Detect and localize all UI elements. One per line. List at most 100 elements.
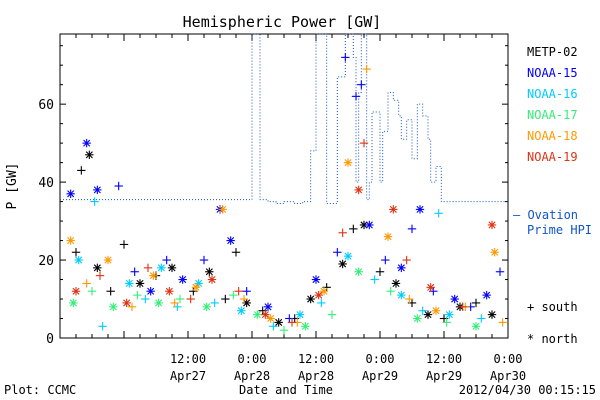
noaa-17-point-north	[202, 302, 211, 312]
noaa-15-point-north	[311, 275, 321, 284]
noaa-15-point-north	[178, 275, 187, 284]
metp-02-point-south	[77, 166, 86, 175]
legend-north-symbol: * north	[527, 332, 578, 346]
metp-02-point-north	[423, 310, 433, 319]
noaa-19-point-north	[165, 287, 174, 296]
legend-ovation-prime-hpi-line2: Prime HPI	[527, 223, 592, 237]
metp-02-point-south	[119, 240, 129, 249]
noaa-19-point-south	[338, 228, 347, 237]
noaa-16-point-south	[98, 322, 107, 331]
noaa-15-point-north	[93, 185, 102, 195]
noaa-17-point-north	[471, 322, 481, 331]
noaa-15-point-south	[162, 255, 171, 265]
noaa-18-point-north	[66, 236, 75, 245]
noaa-17-point-north	[109, 302, 118, 312]
ovation-prime-hpi-line	[60, 33, 508, 205]
noaa-16-point-south	[269, 322, 278, 331]
metp-02-point-south	[349, 224, 358, 234]
noaa-19-point-south	[186, 294, 195, 304]
noaa-15-point-north	[146, 287, 155, 296]
noaa-19-point-north	[354, 185, 363, 195]
noaa-18-point-north	[149, 271, 158, 280]
noaa-19-point-north	[389, 205, 398, 214]
chart-title: Hemispheric Power [GW]	[183, 13, 382, 31]
legend-ovation-prime-hpi: — Ovation	[513, 208, 578, 222]
y-tick-label: 0	[46, 332, 54, 347]
noaa-15-point-north	[226, 236, 235, 245]
noaa-17-point-south	[133, 290, 142, 300]
noaa-18-point-north	[103, 255, 113, 265]
x-tick-date-label: Apr29	[362, 369, 398, 383]
noaa-15-point-south	[130, 267, 139, 276]
x-tick-date-label: Apr27	[170, 369, 206, 383]
noaa-15-point-south	[199, 255, 209, 265]
noaa-19-point-south	[458, 302, 467, 312]
noaa-16-point-north	[295, 310, 305, 319]
noaa-16-point-north	[157, 263, 166, 273]
noaa-15-point-south	[381, 255, 390, 265]
metp-02-point-north	[306, 294, 315, 304]
metp-02-point-north	[274, 318, 283, 327]
noaa-15-point-south	[495, 267, 505, 276]
plot-timestamp: 2012/04/30 00:15:15	[459, 383, 596, 397]
noaa-15-point-north	[66, 189, 75, 198]
noaa-19-point-north	[314, 290, 323, 300]
noaa-18-point-south	[362, 64, 371, 74]
noaa-19-point-north	[261, 310, 270, 319]
noaa-16-point-south	[370, 275, 379, 284]
noaa-17-point-south	[175, 294, 185, 304]
noaa-19-point-south	[287, 318, 297, 327]
noaa-17-point-south	[386, 287, 395, 296]
metp-02-point-north	[205, 267, 214, 276]
noaa-18-point-north	[431, 306, 441, 315]
noaa-15-point-north	[365, 220, 374, 230]
noaa-15-point-south	[407, 224, 417, 234]
noaa-19-point-north	[71, 287, 81, 296]
x-tick-time-label: 12:00	[426, 352, 462, 366]
noaa-18-point-south	[498, 318, 507, 327]
noaa-18-point-north	[383, 232, 393, 241]
noaa-17-point-north	[301, 322, 310, 331]
x-tick-date-label: Apr30	[490, 369, 526, 383]
noaa-16-point-north	[74, 255, 83, 265]
plot-credit: Plot: CCMC	[4, 383, 76, 397]
noaa-19-point-south	[402, 255, 411, 265]
noaa-17-point-south	[442, 318, 451, 327]
metp-02-point-north	[391, 279, 401, 288]
noaa-16-point-south	[141, 294, 150, 304]
noaa-17-point-north	[69, 298, 78, 308]
x-tick-time-label: 0:00	[494, 352, 523, 366]
noaa-18-point-south	[239, 294, 249, 304]
noaa-18-point-north	[191, 283, 201, 292]
noaa-19-point-north	[426, 283, 435, 292]
noaa-16-point-south	[434, 209, 443, 218]
noaa-18-point-north	[266, 314, 275, 323]
noaa-17-point-south	[229, 290, 238, 300]
noaa-16-point-south	[418, 306, 427, 315]
x-tick-time-label: 0:00	[366, 352, 395, 366]
noaa-18-point-north	[343, 158, 353, 167]
noaa-15-point-south	[357, 80, 366, 89]
noaa-17-point-north	[253, 310, 262, 319]
noaa-17-point-south	[279, 326, 289, 335]
noaa-18-point-north	[218, 205, 227, 214]
metp-02-point-south	[471, 298, 481, 308]
noaa-18-point-south	[405, 294, 414, 304]
noaa-15-point-south	[114, 181, 123, 191]
metp-02-point-north	[167, 263, 177, 273]
noaa-19-point-north	[487, 220, 497, 230]
noaa-15-point-south	[341, 53, 350, 62]
metp-02-point-south	[231, 248, 241, 257]
noaa-19-point-south	[143, 263, 153, 273]
noaa-16-point-north	[445, 310, 454, 319]
noaa-17-point-south	[87, 287, 97, 296]
metp-02-point-south	[106, 287, 115, 296]
metp-02-point-north	[85, 150, 94, 160]
noaa-17-point-north	[413, 314, 422, 323]
metp-02-point-south	[375, 267, 385, 276]
noaa-15-point-north	[82, 138, 91, 148]
noaa-16-point-south	[210, 298, 219, 308]
noaa-16-point-north	[397, 290, 406, 300]
x-axis-label: Date and Time	[239, 383, 333, 397]
